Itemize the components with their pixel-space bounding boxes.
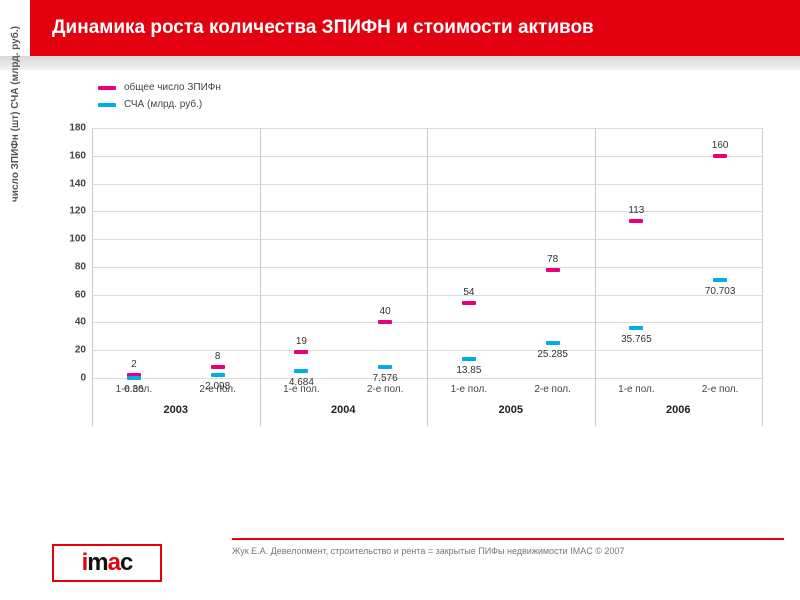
- year-divider: [595, 128, 596, 426]
- y-tick-label: 20: [75, 345, 92, 356]
- x-year-label: 2006: [666, 404, 690, 416]
- value-label: 35.765: [621, 334, 652, 345]
- data-marker: [211, 373, 225, 377]
- y-tick-label: 60: [75, 289, 92, 300]
- data-marker: [629, 326, 643, 330]
- x-year-label: 2003: [164, 404, 188, 416]
- value-label: 78: [547, 254, 558, 265]
- footer: Жук Е.А. Девелопмент, строительство и ре…: [0, 538, 800, 600]
- data-marker: [713, 278, 727, 282]
- header-shadow: [0, 56, 800, 70]
- legend-label-nav: СЧА (млрд. руб.): [124, 99, 202, 110]
- year-divider: [762, 128, 763, 426]
- data-marker: [629, 219, 643, 223]
- logo-text: imac: [82, 549, 133, 577]
- footer-divider: [232, 538, 784, 540]
- value-label: 2: [131, 359, 137, 370]
- value-label: 19: [296, 336, 307, 347]
- value-label: 113: [628, 205, 644, 216]
- y-tick-label: 140: [69, 178, 92, 189]
- value-label: 7.576: [373, 373, 398, 384]
- x-year-label: 2005: [499, 404, 523, 416]
- x-sub-label: 2-е пол.: [199, 384, 236, 395]
- legend: общее число ЗПИФн СЧА (млрд. руб.): [98, 82, 221, 116]
- footer-text: Жук Е.А. Девелопмент, строительство и ре…: [232, 546, 784, 556]
- y-tick-label: 120: [69, 206, 92, 217]
- x-sub-label: 1-е пол.: [618, 384, 655, 395]
- data-marker: [462, 301, 476, 305]
- data-marker: [378, 320, 392, 324]
- data-marker: [211, 365, 225, 369]
- y-tick-label: 0: [80, 373, 92, 384]
- data-marker: [378, 365, 392, 369]
- header-banner: Динамика роста количества ЗПИФН и стоимо…: [30, 0, 800, 56]
- data-marker: [546, 341, 560, 345]
- legend-item-count: общее число ЗПИФн: [98, 82, 221, 93]
- data-marker: [127, 376, 141, 380]
- page-title: Динамика роста количества ЗПИФН и стоимо…: [52, 17, 594, 39]
- legend-label-count: общее число ЗПИФн: [124, 82, 221, 93]
- y-tick-label: 40: [75, 317, 92, 328]
- year-divider: [260, 128, 261, 426]
- data-marker: [294, 350, 308, 354]
- y-tick-label: 180: [69, 123, 92, 134]
- y-tick-label: 100: [69, 234, 92, 245]
- x-sub-label: 1-е пол.: [283, 384, 320, 395]
- data-marker: [462, 357, 476, 361]
- value-label: 40: [380, 306, 391, 317]
- logo: imac: [52, 544, 162, 582]
- value-label: 160: [712, 140, 729, 151]
- legend-item-nav: СЧА (млрд. руб.): [98, 99, 221, 110]
- legend-swatch-nav: [98, 103, 116, 107]
- x-sub-label: 2-е пол.: [367, 384, 404, 395]
- chart: общее число ЗПИФн СЧА (млрд. руб.) число…: [36, 82, 768, 442]
- x-sub-label: 2-е пол.: [702, 384, 739, 395]
- value-label: 13.85: [456, 365, 481, 376]
- year-divider: [427, 128, 428, 426]
- legend-swatch-count: [98, 86, 116, 90]
- value-label: 8: [215, 351, 221, 362]
- data-marker: [713, 154, 727, 158]
- data-marker: [294, 369, 308, 373]
- y-tick-label: 80: [75, 261, 92, 272]
- value-label: 25.285: [537, 349, 568, 360]
- x-sub-label: 1-е пол.: [116, 384, 153, 395]
- x-year-label: 2004: [331, 404, 355, 416]
- header: Динамика роста количества ЗПИФН и стоимо…: [0, 0, 800, 70]
- year-divider: [92, 128, 93, 426]
- y-axis-label: число ЗПИФн (шт) СЧА (млрд. руб.): [10, 26, 21, 202]
- slide: Динамика роста количества ЗПИФН и стоимо…: [0, 0, 800, 600]
- y-tick-label: 160: [69, 150, 92, 161]
- plot-area: 0204060801001201401601802819405478113160…: [92, 128, 762, 378]
- x-sub-label: 1-е пол.: [451, 384, 488, 395]
- x-sub-label: 2-е пол.: [534, 384, 571, 395]
- value-label: 54: [463, 287, 474, 298]
- data-marker: [546, 268, 560, 272]
- value-label: 70.703: [705, 286, 736, 297]
